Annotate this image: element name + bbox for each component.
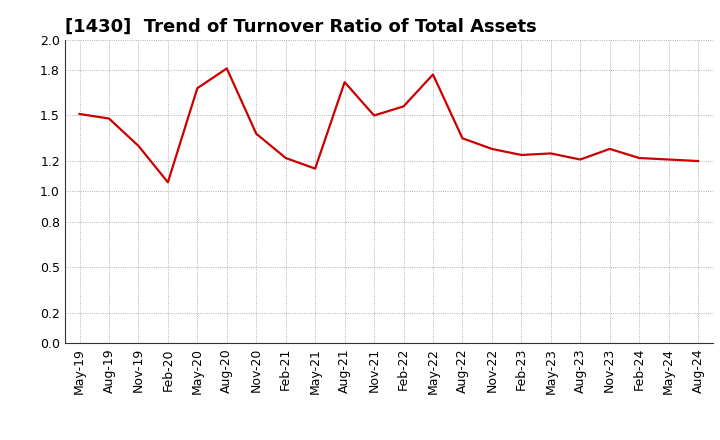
Text: [1430]  Trend of Turnover Ratio of Total Assets: [1430] Trend of Turnover Ratio of Total … bbox=[65, 17, 536, 35]
